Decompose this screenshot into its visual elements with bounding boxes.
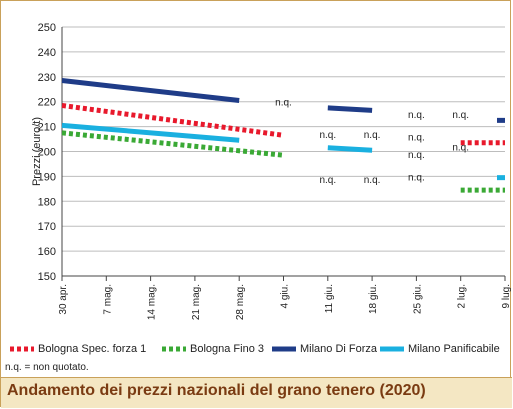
x-tick-label: 9 lug. [501, 284, 512, 308]
x-tick-label: 14 mag. [147, 284, 158, 320]
nq-annotation: n.q. [408, 110, 425, 121]
x-tick-label: 28 mag. [235, 284, 246, 320]
chart-title: Andamento dei prezzi nazionali del grano… [7, 382, 426, 399]
legend-label-bologna-spec-forza-1: Bologna Spec. forza 1 [38, 343, 147, 355]
nq-annotation: n.q. [408, 172, 425, 183]
y-tick-label: 230 [38, 72, 56, 84]
x-tick-label: 25 giu. [412, 284, 423, 314]
nq-annotation: n.q. [452, 143, 469, 154]
x-tick-label: 4 giu. [280, 284, 291, 308]
footer-bar: Andamento dei prezzi nazionali del grano… [1, 377, 512, 408]
series-line-milano-di-forza [61, 78, 240, 103]
x-tick-label: 11 giu. [324, 284, 335, 313]
nq-annotation: n.q. [319, 130, 336, 141]
nq-annotation: n.q. [408, 133, 425, 144]
nq-annotation: n.q. [275, 98, 292, 109]
y-axis-label: Prezzi (euro/t) [31, 117, 43, 186]
series-line-bologna-spec-forza-1 [61, 102, 284, 138]
y-tick-label: 160 [38, 246, 56, 258]
legend-label-milano-di-forza: Milano Di Forza [300, 343, 378, 355]
y-tick-label: 180 [38, 196, 56, 208]
note-text: n.q. = non quotato. [5, 362, 89, 373]
nq-annotation: n.q. [364, 175, 381, 186]
nq-annotation: n.q. [408, 150, 425, 161]
y-tick-label: 210 [38, 122, 56, 134]
x-tick-label: 2 lug. [457, 284, 468, 308]
series-line-bologna-fino-3 [61, 130, 284, 158]
y-tick-label: 150 [38, 271, 56, 283]
legend-label-bologna-fino-3: Bologna Fino 3 [190, 343, 264, 355]
nq-annotation: n.q. [452, 110, 469, 121]
y-tick-label: 190 [38, 171, 56, 183]
series-line-milano-di-forza [327, 105, 373, 113]
x-tick-label: 7 mag. [102, 284, 113, 315]
y-tick-label: 220 [38, 97, 56, 109]
y-tick-label: 240 [38, 47, 56, 59]
nq-annotation: n.q. [364, 130, 381, 141]
x-tick-label: 18 giu. [368, 284, 379, 314]
y-tick-label: 200 [38, 147, 56, 159]
nq-annotation: n.q. [319, 175, 336, 186]
y-tick-label: 170 [38, 221, 56, 233]
y-tick-label: 250 [38, 22, 56, 34]
x-tick-label: 30 apr. [58, 284, 69, 315]
series-line-milano-panificabile [61, 122, 240, 143]
series-line-milano-panificabile [327, 145, 373, 153]
line-chart: 150 160 170 180 190 200 210 220 230 240 250 30 apr.… [31, 22, 512, 320]
legend-label-milano-panificabile: Milano Panificabile [408, 343, 500, 355]
x-tick-label: 21 mag. [191, 284, 202, 320]
